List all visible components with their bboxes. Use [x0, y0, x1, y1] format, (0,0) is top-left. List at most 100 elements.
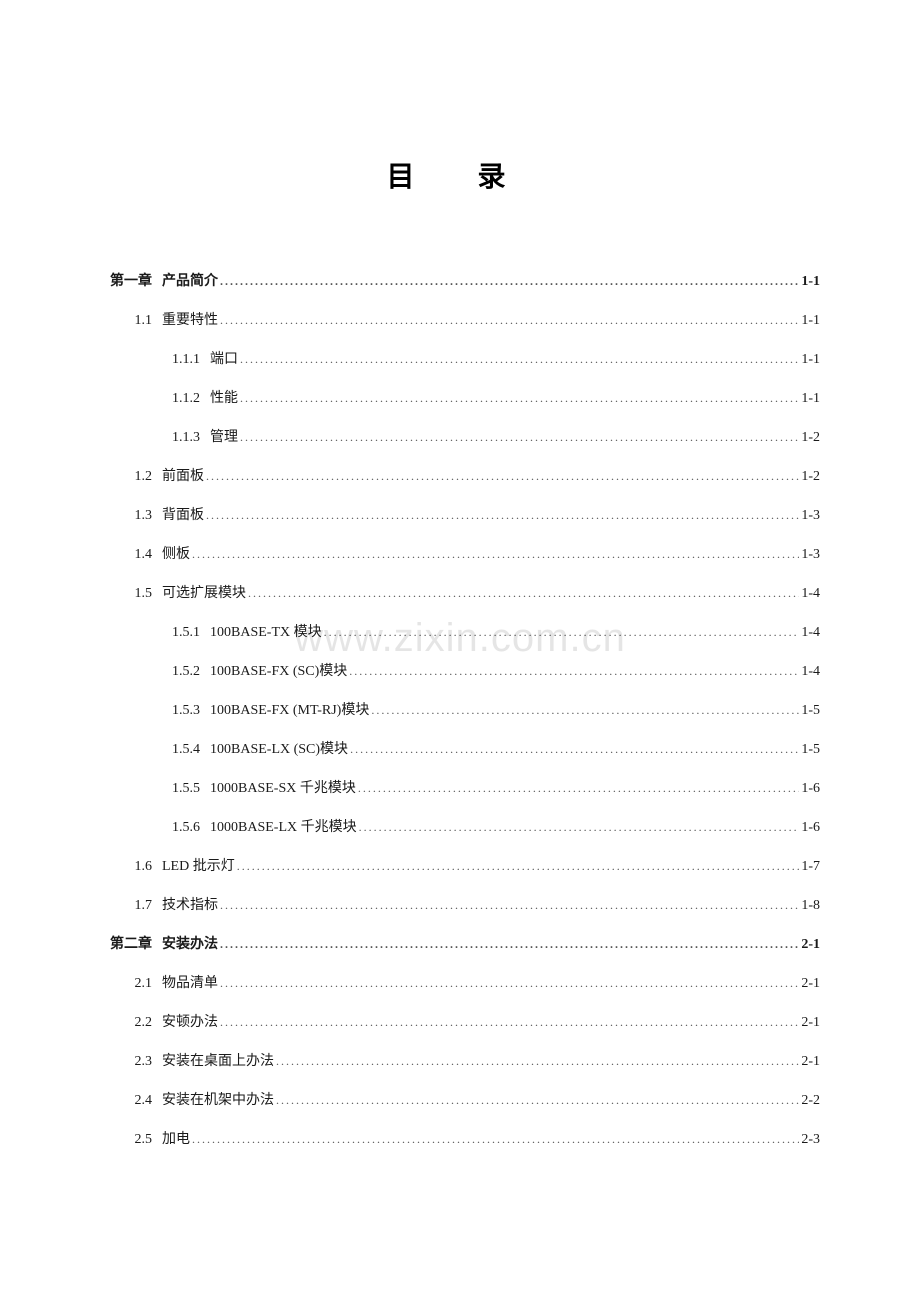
toc-entry: 2.2安顿办法.................................…: [100, 1011, 820, 1031]
toc-entry: 1.1.1端口.................................…: [100, 348, 820, 368]
toc-entry-page: 2-1: [801, 976, 820, 992]
toc-entry-label: 100BASE-LX (SC)模块: [210, 738, 348, 758]
toc-leader-dots: ........................................…: [206, 469, 799, 484]
toc-leader-dots: ........................................…: [240, 352, 799, 367]
toc-entry-page: 1-8: [801, 898, 820, 914]
toc-entry-label: 背面板: [162, 504, 204, 524]
toc-entry: 2.4安装在机架中办法.............................…: [100, 1089, 820, 1109]
toc-leader-dots: ........................................…: [276, 1093, 799, 1108]
toc-entry-page: 1-2: [801, 469, 820, 485]
toc-leader-dots: ........................................…: [192, 1132, 799, 1147]
toc-entry: 1.5可选扩展模块...............................…: [100, 582, 820, 602]
toc-leader-dots: ........................................…: [220, 976, 799, 991]
toc-entry-page: 2-1: [801, 1015, 820, 1031]
toc-entry-page: 1-5: [801, 742, 820, 758]
toc-entry-page: 1-1: [801, 391, 820, 407]
toc-entry-number: 2.5: [100, 1132, 162, 1148]
toc-entry: 1.1.2性能.................................…: [100, 387, 820, 407]
toc-entry-label: 安装在机架中办法: [162, 1089, 274, 1109]
toc-entry-number: 1.6: [100, 859, 162, 875]
toc-entry: 1.4侧板...................................…: [100, 543, 820, 563]
toc-entry-page: 1-5: [801, 703, 820, 719]
toc-leader-dots: ........................................…: [358, 781, 799, 796]
toc-entry: 1.5.4100BASE-LX (SC)模块..................…: [100, 738, 820, 758]
toc-entry-number: 1.2: [100, 469, 162, 485]
toc-entry-label: 安顿办法: [162, 1011, 218, 1031]
toc-entry-label: 1000BASE-SX 千兆模块: [210, 777, 356, 797]
toc-entry-label: 安装在桌面上办法: [162, 1050, 274, 1070]
toc-leader-dots: ........................................…: [349, 664, 799, 679]
toc-entry: 2.1物品清单.................................…: [100, 972, 820, 992]
toc-entry-number: 1.5.4: [100, 742, 210, 758]
toc-leader-dots: ........................................…: [237, 859, 800, 874]
toc-entry-number: 1.1.1: [100, 352, 210, 368]
toc-entry-label: 管理: [210, 426, 238, 446]
toc-entry-page: 1-6: [801, 781, 820, 797]
page-title: 目 录: [100, 155, 820, 195]
toc-entry-label: 加电: [162, 1128, 190, 1148]
toc-entry-label: 1000BASE-LX 千兆模块: [210, 816, 357, 836]
toc-entry: 2.3安装在桌面上办法.............................…: [100, 1050, 820, 1070]
toc-entry-label: 安装办法: [162, 933, 218, 953]
toc-entry-number: 1.5.5: [100, 781, 210, 797]
toc-entry-label: 产品简介: [162, 270, 218, 290]
toc-entry-number: 2.3: [100, 1054, 162, 1070]
toc-entry-label: 侧板: [162, 543, 190, 563]
toc-entry-number: 1.5.1: [100, 625, 210, 641]
toc-entry-page: 1-2: [801, 430, 820, 446]
toc-entry-page: 1-1: [801, 313, 820, 329]
toc-leader-dots: ........................................…: [324, 625, 800, 640]
toc-entry-label: 100BASE-FX (MT-RJ)模块: [210, 699, 369, 719]
toc-entry-label: 重要特性: [162, 309, 218, 329]
toc-entry-number: 1.1.2: [100, 391, 210, 407]
toc-entry-number: 1.5.3: [100, 703, 210, 719]
toc-entry-number: 1.4: [100, 547, 162, 563]
toc-entry: 1.5.2100BASE-FX (SC)模块..................…: [100, 660, 820, 680]
toc-entry-page: 1-6: [801, 820, 820, 836]
toc-entry-label: 可选扩展模块: [162, 582, 246, 602]
toc-entry-page: 2-1: [801, 1054, 820, 1070]
toc-entry: 1.6LED 批示灯..............................…: [100, 855, 820, 875]
toc-entry-number: 1.1.3: [100, 430, 210, 446]
toc-leader-dots: ........................................…: [220, 313, 799, 328]
toc-entry-label: 性能: [210, 387, 238, 407]
toc-leader-dots: ........................................…: [276, 1054, 799, 1069]
toc-leader-dots: ........................................…: [371, 703, 799, 718]
toc-entry-page: 1-3: [801, 508, 820, 524]
toc-leader-dots: ........................................…: [359, 820, 800, 835]
toc-leader-dots: ........................................…: [206, 508, 799, 523]
toc-leader-dots: ........................................…: [240, 430, 799, 445]
toc-entry-page: 1-1: [801, 352, 820, 368]
toc-entry-label: 端口: [210, 348, 238, 368]
toc-entry: 1.2前面板..................................…: [100, 465, 820, 485]
toc-leader-dots: ........................................…: [350, 742, 799, 757]
toc-entry-label: 技术指标: [162, 894, 218, 914]
toc-entry-number: 1.5.2: [100, 664, 210, 680]
toc-leader-dots: ........................................…: [240, 391, 799, 406]
toc-leader-dots: ........................................…: [248, 586, 799, 601]
toc-entry: 第一章产品简介.................................…: [100, 270, 820, 290]
toc-entry: 1.3背面板..................................…: [100, 504, 820, 524]
toc-entry-page: 1-7: [801, 859, 820, 875]
toc-entry-page: 1-1: [801, 274, 820, 290]
toc-entry-number: 1.3: [100, 508, 162, 524]
toc-entry-number: 1.5.6: [100, 820, 210, 836]
toc-entry-number: 2.1: [100, 976, 162, 992]
toc-entry-number: 2.4: [100, 1093, 162, 1109]
toc-entry: 1.5.61000BASE-LX 千兆模块...................…: [100, 816, 820, 836]
toc-entry-page: 1-4: [801, 625, 820, 641]
toc-leader-dots: ........................................…: [192, 547, 799, 562]
toc-entry: 1.7技术指标.................................…: [100, 894, 820, 914]
toc-entry-page: 2-2: [801, 1093, 820, 1109]
toc-entry-number: 1.7: [100, 898, 162, 914]
toc-entry-number: 1.5: [100, 586, 162, 602]
toc-leader-dots: ........................................…: [220, 937, 799, 952]
toc-entry-page: 1-4: [801, 586, 820, 602]
table-of-contents: 第一章产品简介.................................…: [100, 270, 820, 1148]
toc-entry: 2.5加电...................................…: [100, 1128, 820, 1148]
toc-entry-label: LED 批示灯: [162, 855, 235, 875]
toc-entry-page: 1-4: [801, 664, 820, 680]
toc-entry-number: 第一章: [100, 270, 162, 290]
toc-entry: 1.5.51000BASE-SX 千兆模块...................…: [100, 777, 820, 797]
toc-entry-label: 100BASE-TX 模块: [210, 621, 322, 641]
